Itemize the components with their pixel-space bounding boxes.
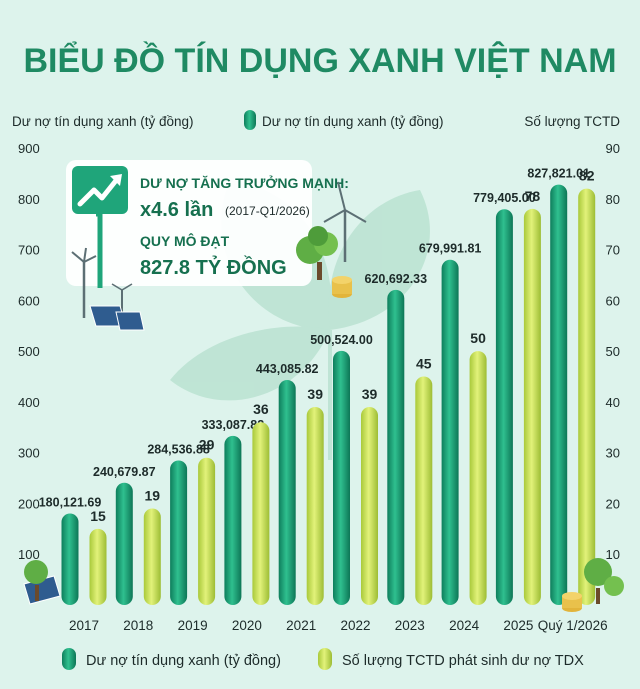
bar-credit-2024 (441, 259, 459, 605)
y-left-tick: 100 (18, 547, 40, 562)
bar-credit-Quý 1/2026 (550, 184, 568, 606)
y-left-axis: 100 200 300 400 500 600 700 800 900 (18, 141, 40, 562)
y-right-label: Số lượng TCTD (524, 114, 620, 129)
data-label-count: 29 (199, 437, 215, 453)
legend-label-2: Số lượng TCTD phát sinh dư nợ TDX (342, 653, 584, 669)
x-tick-label: 2021 (286, 618, 316, 633)
bar-credit-2022 (333, 350, 350, 605)
data-label-credit: 333,087.82 (202, 418, 265, 432)
bar-credit-2017 (61, 513, 79, 605)
chart-title: BIỂU ĐỒ TÍN DỤNG XANH VIỆT NAM (23, 42, 616, 80)
x-axis: 2017 2018 2019 2020 2021 2022 2023 2024 2025 Quý … (69, 618, 608, 633)
bar-count-2021 (306, 406, 324, 605)
bar-count-2019 (198, 457, 216, 605)
y-left-tick: 800 (18, 192, 40, 207)
y-right-tick: 90 (606, 141, 620, 156)
bar-credit-2019 (170, 460, 188, 605)
bar-credit-2018 (115, 482, 133, 605)
callout-line3: QUY MÔ ĐẠT (140, 232, 230, 249)
legend-label-1: Dư nợ tín dụng xanh (tỷ đồng) (86, 653, 281, 669)
data-label-credit: 827,821.01 (527, 167, 590, 181)
y-left-tick: 700 (18, 243, 40, 258)
top-legend-swatch (244, 110, 256, 130)
callout-amount: 827.8 TỶ ĐỒNG (140, 255, 287, 279)
data-label-count: 78 (525, 188, 541, 204)
data-label-count: 36 (253, 401, 269, 417)
x-tick-label: Quý 1/2026 (538, 618, 608, 633)
data-label-count: 39 (307, 386, 323, 402)
data-label-count: 45 (416, 356, 432, 372)
data-label-credit: 443,085.82 (256, 362, 319, 376)
data-label-count: 39 (362, 386, 378, 402)
data-label-count: 15 (90, 508, 106, 524)
x-tick-label: 2022 (340, 618, 370, 633)
x-tick-label: 2025 (503, 618, 533, 633)
data-label-credit: 180,121.69 (39, 496, 102, 510)
bar-count-2017 (89, 528, 107, 605)
x-tick-label: 2023 (395, 618, 425, 633)
legend: Dư nợ tín dụng xanh (tỷ đồng) Số lượng T… (62, 648, 584, 670)
callout-period: (2017-Q1/2026) (225, 204, 310, 218)
callout: DƯ NỢ TĂNG TRƯỞNG MẠNH: x4.6 lần (2017-Q… (66, 160, 349, 288)
legend-swatch-2 (318, 648, 332, 670)
bar-count-2024 (469, 351, 487, 605)
y-left-tick: 600 (18, 293, 40, 308)
data-label-count: 50 (470, 330, 486, 346)
data-label-credit: 284,536.88 (147, 443, 210, 457)
data-label-credit: 779,405.00 (473, 191, 536, 205)
data-label-count: 82 (579, 168, 595, 184)
top-legend-label: Dư nợ tín dụng xanh (tỷ đồng) (262, 114, 444, 129)
callout-line1: DƯ NỢ TĂNG TRƯỞNG MẠNH: (140, 174, 349, 191)
y-left-tick: 900 (18, 141, 40, 156)
bar-credit-2023 (387, 289, 405, 605)
y-left-tick: 500 (18, 344, 40, 359)
legend-swatch-1 (62, 648, 76, 670)
y-left-tick: 400 (18, 395, 40, 410)
data-label-count: 19 (145, 488, 161, 504)
bar-count-2020 (252, 422, 270, 605)
wind-turbine-icon (71, 181, 367, 320)
bar-count-2023 (415, 376, 433, 605)
callout-multiplier: x4.6 lần (140, 199, 213, 221)
bar-count-Quý 1/2026 (578, 188, 596, 605)
y-left-label: Dư nợ tín dụng xanh (tỷ đồng) (12, 114, 194, 129)
data-label-credit: 679,991.81 (419, 242, 482, 256)
x-tick-label: 2020 (232, 618, 262, 633)
bar-credit-2025 (495, 209, 513, 605)
x-tick-label: 2018 (123, 618, 153, 633)
y-right-tick: 50 (606, 344, 620, 359)
coin-stack-icon (332, 276, 582, 612)
y-right-tick: 10 (606, 547, 620, 562)
tree-icon (24, 226, 624, 604)
y-right-axis: 10 20 30 40 50 60 70 80 90 (606, 141, 620, 562)
growth-arrow-icon (72, 166, 128, 288)
x-tick-label: 2017 (69, 618, 99, 633)
data-label-credit: 620,692.33 (365, 272, 428, 286)
y-left-tick: 300 (18, 446, 40, 461)
y-left-tick: 200 (18, 496, 40, 511)
x-tick-label: 2019 (178, 618, 208, 633)
bar-count-2018 (143, 508, 161, 605)
y-right-tick: 80 (606, 192, 620, 207)
bar-credit-2020 (224, 435, 242, 605)
y-right-tick: 20 (606, 496, 620, 511)
x-tick-label: 2024 (449, 618, 480, 633)
bar-credit-2021 (278, 380, 296, 605)
data-label-credit: 240,679.87 (93, 465, 156, 479)
y-right-tick: 60 (606, 293, 620, 308)
y-right-tick: 40 (606, 395, 620, 410)
y-right-tick: 70 (606, 243, 620, 258)
bar-count-2025 (523, 208, 541, 605)
data-label-credit: 500,524.00 (310, 333, 373, 347)
y-right-tick: 30 (606, 446, 620, 461)
bar-count-2022 (361, 406, 378, 605)
